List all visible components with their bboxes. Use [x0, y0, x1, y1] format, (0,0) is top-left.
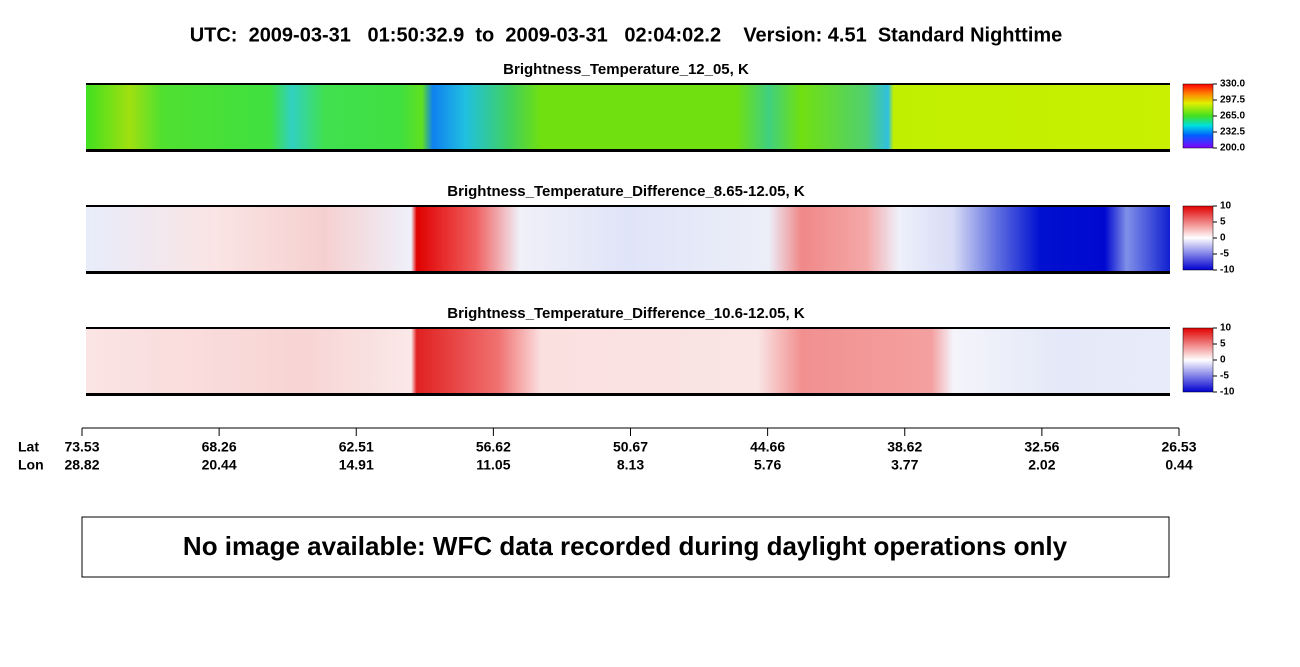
colorbar-label: -10	[1220, 265, 1235, 276]
lon-tick-label: 0.44	[1165, 457, 1192, 473]
strip-top	[86, 205, 1170, 207]
colorbar-label: 0	[1220, 355, 1226, 366]
panel-title: Brightness_Temperature_12_05, K	[503, 61, 749, 78]
lon-tick-label: 8.13	[617, 457, 644, 473]
lat-tick-label: 73.53	[64, 439, 99, 455]
image-strip	[86, 328, 1170, 394]
colorbar-label: 10	[1220, 323, 1232, 334]
lat-tick-label: 26.53	[1161, 439, 1196, 455]
colorbar-label: 0	[1220, 233, 1226, 244]
colorbar-label: 200.0	[1220, 143, 1245, 154]
colorbar-label: 297.5	[1220, 95, 1245, 106]
lat-tick-label: 32.56	[1024, 439, 1059, 455]
lat-tick-label: 62.51	[339, 439, 374, 455]
colorbar-label: -5	[1220, 371, 1229, 382]
colorbar-label: 10	[1220, 201, 1232, 212]
lat-tick-label: 38.62	[887, 439, 922, 455]
image-strip	[86, 84, 1170, 150]
lon-tick-label: 14.91	[339, 457, 374, 473]
lat-tick-label: 68.26	[202, 439, 237, 455]
colorbar-label: 5	[1220, 217, 1226, 228]
lat-tick-label: 56.62	[476, 439, 511, 455]
note: No image available: WFC data recorded du…	[183, 531, 1068, 561]
panel-title: Brightness_Temperature_Difference_8.65-1…	[447, 183, 805, 200]
lon-label: Lon	[18, 457, 44, 473]
lon-tick-label: 28.82	[64, 457, 99, 473]
colorbar	[1182, 205, 1214, 271]
lon-tick-label: 20.44	[202, 457, 237, 473]
strip-top	[86, 327, 1170, 329]
lat-tick-label: 44.66	[750, 439, 785, 455]
lon-tick-label: 2.02	[1028, 457, 1055, 473]
colorbar-label: -5	[1220, 249, 1229, 260]
colorbar-label: 265.0	[1220, 111, 1245, 122]
colorbar-label: -10	[1220, 387, 1235, 398]
colorbar	[1182, 83, 1214, 149]
note-box	[81, 516, 1170, 578]
strip-top	[86, 83, 1170, 85]
panel-title: Brightness_Temperature_Difference_10.6-1…	[447, 305, 805, 322]
lon-tick-label: 11.05	[476, 457, 510, 473]
title: UTC: 2009-03-31 01:50:32.9 to 2009-03-31…	[190, 24, 1063, 46]
lat-tick-label: 50.67	[613, 439, 648, 455]
colorbar-label: 330.0	[1220, 79, 1245, 90]
strip-bottom	[86, 149, 1170, 152]
lon-tick-label: 3.77	[891, 457, 918, 473]
lat-label: Lat	[18, 439, 39, 455]
lon-tick-label: 5.76	[754, 457, 781, 473]
colorbar	[1182, 327, 1214, 393]
strip-bottom	[86, 393, 1170, 396]
strip-bottom	[86, 271, 1170, 274]
colorbar-label: 232.5	[1220, 127, 1245, 138]
image-strip	[86, 206, 1170, 272]
colorbar-label: 5	[1220, 339, 1226, 350]
